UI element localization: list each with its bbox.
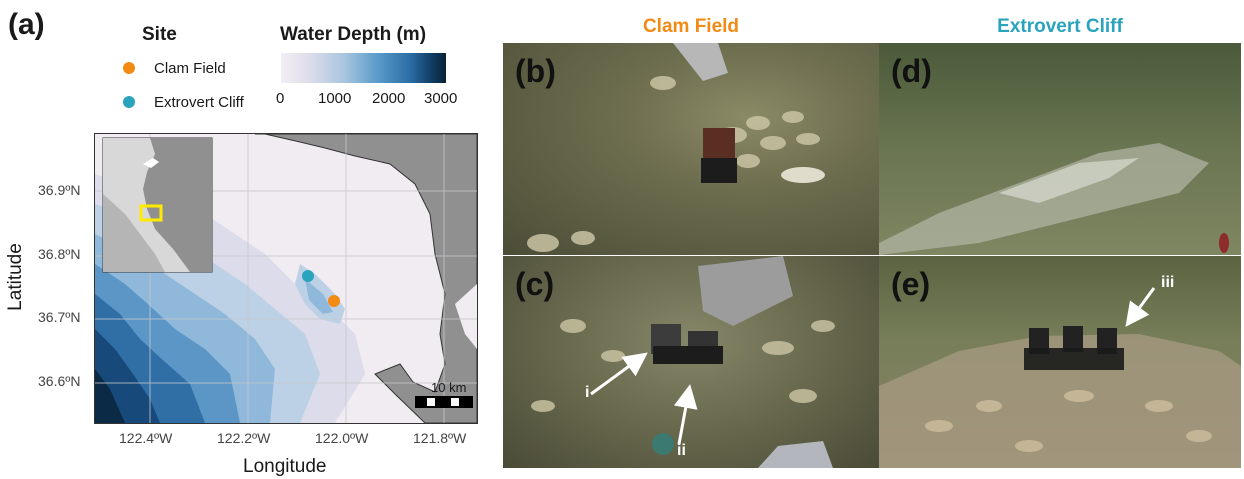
pointer-ii-label: ii xyxy=(677,442,686,459)
panel-b-label: (b) xyxy=(515,53,556,89)
arrow-ii xyxy=(673,384,698,445)
depth-legend-title: Water Depth (m) xyxy=(280,24,427,45)
lon-tick-121-8: 121.8ºW xyxy=(413,430,467,446)
extrovert-cliff-legend-label: Extrovert Cliff xyxy=(154,94,244,111)
scale-bar xyxy=(415,396,473,408)
panel-e-label: (e) xyxy=(891,266,931,302)
photo-e-extrovert-cliff: (e) iii xyxy=(879,256,1241,468)
lon-tick-122-4: 122.4ºW xyxy=(119,430,173,446)
pointer-i-label: i xyxy=(585,384,590,401)
depth-tick-0: 0 xyxy=(276,90,285,107)
lat-tick-36-6: 36.6ºN xyxy=(38,373,81,389)
clam-field-column-title: Clam Field xyxy=(642,16,740,37)
depth-tick-1000: 1000 xyxy=(318,90,352,107)
clam-field-legend-label: Clam Field xyxy=(154,60,226,77)
photo-c-clam-field: (c) i ii xyxy=(503,256,879,468)
clam-field-site-marker xyxy=(328,295,340,307)
depth-colorbar xyxy=(281,53,446,83)
extrovert-cliff-column-title: Extrovert Cliff xyxy=(997,16,1123,37)
photo-b-clam-field: (b) xyxy=(503,43,879,255)
photo-e-scene xyxy=(879,326,1241,468)
photo-e-arrows xyxy=(1125,287,1156,327)
depth-tick-2000: 2000 xyxy=(372,90,406,107)
photo-d-extrovert-cliff: (d) xyxy=(879,43,1241,255)
bathymetry-map-svg xyxy=(95,134,477,423)
scale-bar-label: 10 km xyxy=(431,380,467,395)
lon-tick-122-0: 122.0ºW xyxy=(315,430,369,446)
lat-tick-36-7: 36.7ºN xyxy=(38,309,81,325)
clam-field-legend-dot xyxy=(123,62,135,74)
panel-a-label: (a) xyxy=(8,8,45,41)
photo-b-scene xyxy=(527,43,825,252)
photo-d-scene xyxy=(879,143,1229,255)
lat-tick-36-9: 36.9ºN xyxy=(38,182,81,198)
lat-tick-36-8: 36.8ºN xyxy=(38,246,81,262)
extrovert-cliff-legend-dot xyxy=(123,96,135,108)
depth-tick-3000: 3000 xyxy=(424,90,458,107)
arrow-iii xyxy=(1125,287,1156,327)
panel-d-label: (d) xyxy=(891,53,932,89)
photo-c-scene xyxy=(531,256,835,468)
lon-tick-122-2: 122.2ºW xyxy=(217,430,271,446)
arrow-i xyxy=(590,352,648,396)
photo-c-arrows xyxy=(590,352,698,445)
extrovert-cliff-site-marker xyxy=(302,270,314,282)
site-legend-title: Site xyxy=(142,24,177,45)
bathymetry-map xyxy=(94,133,478,424)
y-axis-title: Latitude xyxy=(4,243,26,311)
overview-inset-map xyxy=(102,137,213,273)
x-axis-title: Longitude xyxy=(243,456,327,477)
pointer-iii-label: iii xyxy=(1161,274,1175,291)
panel-c-label: (c) xyxy=(515,266,555,302)
